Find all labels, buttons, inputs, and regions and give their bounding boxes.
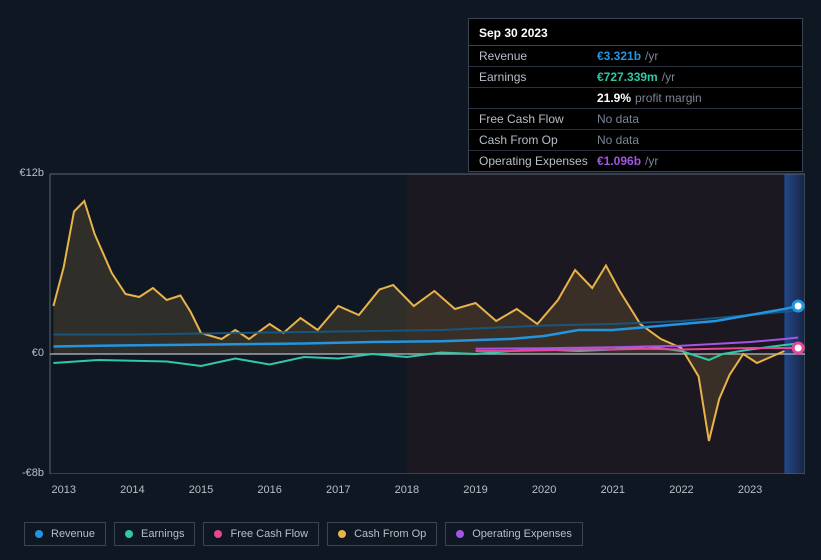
x-axis-label: 2021 bbox=[593, 484, 633, 496]
x-axis-label: 2022 bbox=[661, 484, 701, 496]
x-axis-label: 2014 bbox=[112, 484, 152, 496]
x-axis-label: 2015 bbox=[181, 484, 221, 496]
x-axis-label: 2018 bbox=[387, 484, 427, 496]
legend-dot bbox=[338, 530, 346, 538]
legend-item-earnings[interactable]: Earnings bbox=[114, 522, 195, 546]
x-axis-label: 2019 bbox=[456, 484, 496, 496]
legend-label: Cash From Op bbox=[354, 528, 426, 540]
legend-dot bbox=[214, 530, 222, 538]
legend-label: Revenue bbox=[51, 528, 95, 540]
legend-dot bbox=[35, 530, 43, 538]
legend-dot bbox=[125, 530, 133, 538]
y-axis-label: €0 bbox=[0, 347, 44, 359]
x-axis-label: 2020 bbox=[524, 484, 564, 496]
legend-label: Operating Expenses bbox=[472, 528, 572, 540]
legend-item-cash-from-op[interactable]: Cash From Op bbox=[327, 522, 437, 546]
legend-label: Earnings bbox=[141, 528, 184, 540]
legend-item-revenue[interactable]: Revenue bbox=[24, 522, 106, 546]
x-axis-label: 2013 bbox=[44, 484, 84, 496]
legend-label: Free Cash Flow bbox=[230, 528, 308, 540]
x-axis-label: 2016 bbox=[250, 484, 290, 496]
x-axis-label: 2023 bbox=[730, 484, 770, 496]
financials-chart bbox=[0, 0, 805, 474]
y-axis-label: €12b bbox=[0, 167, 44, 179]
legend-item-operating-expenses[interactable]: Operating Expenses bbox=[445, 522, 583, 546]
y-axis-label: -€8b bbox=[0, 467, 44, 479]
x-axis-label: 2017 bbox=[318, 484, 358, 496]
legend-item-free-cash-flow[interactable]: Free Cash Flow bbox=[203, 522, 319, 546]
chart-legend: Revenue Earnings Free Cash Flow Cash From O… bbox=[24, 522, 583, 546]
legend-dot bbox=[456, 530, 464, 538]
